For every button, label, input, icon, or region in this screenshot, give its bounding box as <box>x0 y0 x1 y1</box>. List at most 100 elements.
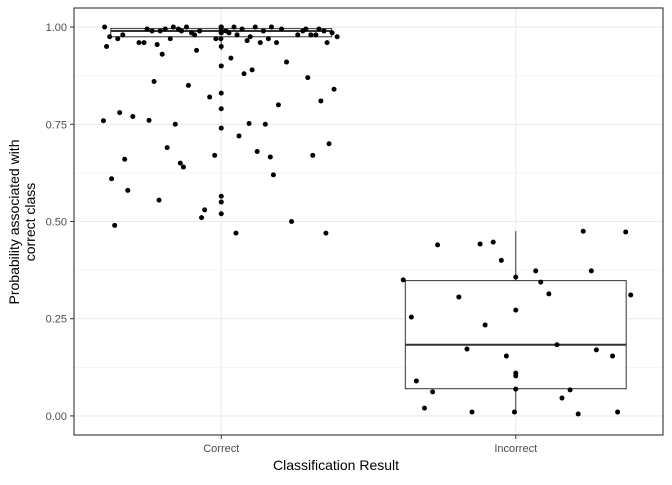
y-tick-label: 0.75 <box>46 119 67 131</box>
x-axis-label: Classification Result <box>273 457 399 473</box>
jitter-point <box>329 30 335 36</box>
y-axis-label-line: Probability associated with <box>6 140 22 305</box>
y-tick-label: 1.00 <box>46 22 67 34</box>
jitter-point <box>156 197 162 203</box>
jitter-point <box>244 38 250 44</box>
y-tick-label: 0.00 <box>46 411 67 423</box>
jitter-point <box>554 342 560 348</box>
jitter-point <box>162 26 168 32</box>
jitter-point <box>400 277 406 283</box>
jitter-point <box>136 40 142 46</box>
jitter-point <box>268 24 274 30</box>
jitter-point <box>218 36 224 42</box>
y-tick-label: 0.50 <box>46 217 67 229</box>
jitter-point <box>305 75 311 81</box>
jitter-point <box>233 230 239 236</box>
jitter-point <box>117 110 123 116</box>
jitter-point <box>435 242 441 248</box>
jitter-point <box>180 164 186 170</box>
jitter-point <box>207 94 213 100</box>
jitter-point <box>202 207 208 213</box>
y-tick-label: 0.25 <box>46 314 67 326</box>
jitter-point <box>503 353 509 359</box>
jitter-point <box>580 228 586 234</box>
jitter-point <box>146 117 152 123</box>
jitter-point <box>513 274 519 280</box>
jitter-point <box>334 34 340 40</box>
jitter-point <box>274 40 280 46</box>
jitter-point <box>239 26 245 32</box>
jitter-point <box>331 86 337 92</box>
jitter-point <box>184 24 190 30</box>
jitter-point <box>490 239 496 245</box>
jitter-point <box>125 187 131 193</box>
jitter-point <box>112 222 118 228</box>
jitter-point <box>185 82 191 88</box>
jitter-point <box>593 347 599 353</box>
jitter-point <box>151 79 157 84</box>
jitter-point <box>275 102 281 108</box>
jitter-point <box>218 24 224 30</box>
jitter-point <box>324 40 330 46</box>
jitter-point <box>234 32 240 38</box>
jitter-point <box>267 154 273 160</box>
jitter-point <box>177 160 183 166</box>
jitter-point <box>284 59 290 65</box>
jitter-point <box>538 279 544 285</box>
jitter-point <box>109 176 115 182</box>
jitter-point <box>120 32 126 38</box>
jitter-point <box>498 257 504 263</box>
jitter-point <box>218 125 224 131</box>
jitter-point <box>464 346 470 352</box>
jitter-point <box>257 40 263 46</box>
jitter-point <box>218 44 224 49</box>
jitter-point <box>218 63 224 69</box>
jitter-point <box>321 28 327 34</box>
jitter-point <box>247 34 253 40</box>
jitter-point <box>513 370 519 376</box>
jitter-point <box>218 199 224 205</box>
jitter-point <box>228 55 234 61</box>
jitter-point <box>167 36 173 42</box>
jitter-point <box>262 121 268 127</box>
jitter-point <box>430 389 436 395</box>
jitter-point <box>511 409 517 415</box>
jitter-point <box>102 24 108 30</box>
jitter-point <box>628 292 634 298</box>
jitter-point <box>115 36 121 42</box>
x-tick-label: Correct <box>203 443 239 455</box>
jitter-point <box>241 71 247 77</box>
jitter-point <box>513 386 519 392</box>
jitter-point <box>236 133 242 139</box>
jitter-point <box>546 291 552 297</box>
jitter-point <box>623 229 629 235</box>
jitter-point <box>313 32 319 38</box>
jitter-point <box>252 24 258 30</box>
jitter-point <box>559 395 565 401</box>
jitter-point <box>213 36 219 42</box>
jitter-point <box>295 32 301 38</box>
jitter-point <box>408 314 414 320</box>
jitter-point <box>170 24 176 30</box>
jitter-point <box>246 121 252 126</box>
jitter-point <box>226 30 232 36</box>
y-axis-label: Probability associated withcorrect class <box>6 140 38 305</box>
jitter-point <box>318 98 324 104</box>
jitter-point <box>141 40 147 46</box>
jitter-point <box>149 28 155 34</box>
jitter-point <box>218 193 224 199</box>
jitter-point <box>122 156 128 162</box>
jitter-point <box>265 36 271 42</box>
jitter-point <box>513 307 519 313</box>
jitter-point <box>254 149 260 154</box>
jitter-point <box>218 90 224 96</box>
jitter-point <box>100 118 106 124</box>
jitter-point <box>130 114 136 119</box>
jitter-point <box>533 268 539 274</box>
x-tick-label: Incorrect <box>494 443 537 455</box>
jitter-point <box>421 405 427 411</box>
jitter-point <box>482 322 488 328</box>
jitter-point <box>231 24 237 30</box>
